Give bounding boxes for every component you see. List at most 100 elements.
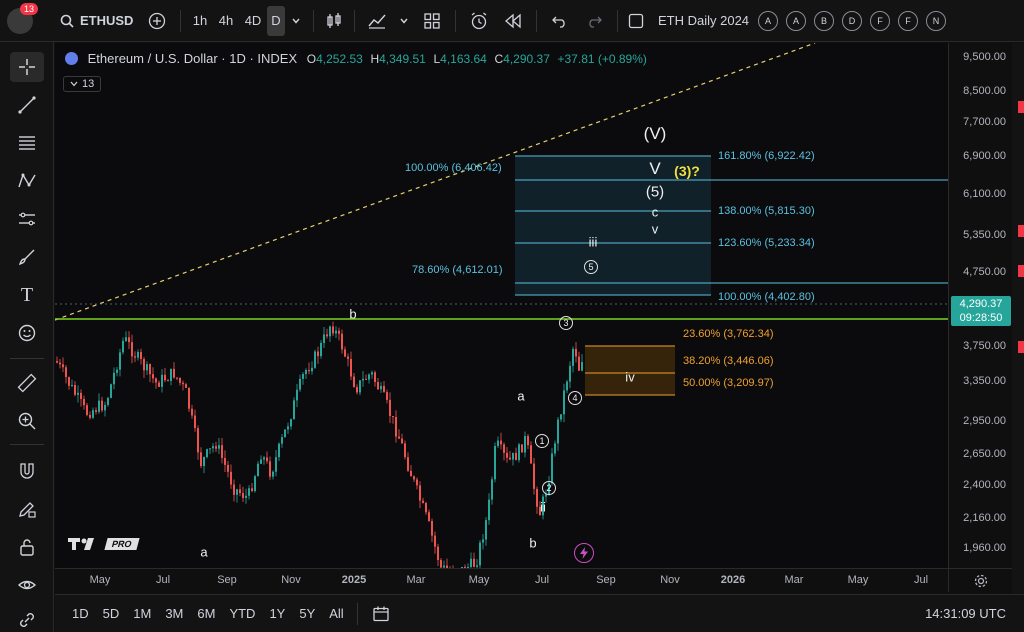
wave-label-v[interactable]: V (649, 159, 661, 178)
forecast-tool[interactable] (10, 204, 44, 234)
wave-circle-1[interactable]: 1 (535, 434, 549, 448)
avatar[interactable]: 13 (0, 0, 40, 42)
drawing-letter-n[interactable]: N (926, 10, 946, 31)
event-lightning-button[interactable] (574, 543, 594, 563)
candle-body (233, 484, 235, 495)
wave-label-iv[interactable]: iv (625, 369, 635, 385)
pattern-tool[interactable] (10, 166, 44, 196)
drawing-letter-b[interactable]: B (814, 10, 834, 31)
candle-body (335, 330, 337, 334)
go-to-date-button[interactable] (364, 605, 398, 623)
crosshair-tool[interactable] (10, 52, 44, 82)
candle-body (437, 546, 439, 561)
alert-marker[interactable] (1018, 341, 1024, 353)
price-tick: 3,750.00 (963, 340, 1006, 352)
drawing-letter-f-2[interactable]: F (898, 10, 918, 31)
interval-4d[interactable]: 4D (244, 13, 262, 28)
alert-marker[interactable] (1018, 265, 1024, 277)
measure-tool[interactable] (10, 368, 44, 398)
indicators-button[interactable] (361, 6, 393, 36)
utc-clock[interactable]: 14:31:09 UTC (925, 606, 1006, 621)
wave-circle-2[interactable]: 2 (542, 481, 556, 495)
brush-tool[interactable] (10, 242, 44, 272)
candle-body (251, 488, 253, 492)
wave-label-a-right[interactable]: a (517, 388, 525, 404)
range-1d[interactable]: 1D (72, 606, 89, 621)
drawing-letter-a[interactable]: A (758, 10, 778, 31)
symbol-search[interactable]: ETHUSD (40, 6, 140, 36)
fib-label-50: 50.00% (3,209.97) (683, 377, 774, 389)
range-5d[interactable]: 5D (102, 606, 120, 621)
interval-d[interactable]: D (267, 5, 285, 36)
candle-body (551, 453, 553, 484)
trend-line-tool[interactable] (10, 90, 44, 120)
indicators-dropdown[interactable] (393, 6, 415, 36)
fib-tool[interactable] (10, 128, 44, 158)
wave-circle-3[interactable]: 3 (559, 316, 573, 330)
replay-button[interactable] (496, 6, 530, 36)
interval-4h[interactable]: 4h (218, 13, 234, 28)
time-tick: Jul (534, 574, 550, 586)
layout-selector[interactable]: ETH Daily 2024 (624, 6, 754, 36)
wave-label-b-top[interactable]: b (349, 306, 357, 322)
drawing-letter-f[interactable]: F (870, 10, 890, 31)
alert-button[interactable] (462, 6, 496, 36)
lock-drawing-tool[interactable] (10, 494, 44, 524)
right-panel-strip (1012, 43, 1024, 594)
dotted-trendline[interactable] (55, 43, 816, 321)
emoji-tool[interactable] (10, 318, 44, 348)
indicators-collapse-button[interactable]: 13 (63, 76, 102, 92)
text-tool[interactable]: T (10, 280, 44, 310)
range-all[interactable]: All (329, 606, 344, 621)
fib-retracement-zone[interactable] (585, 346, 675, 395)
wave-label-b-bottom[interactable]: b (529, 535, 537, 551)
wave-circle-4[interactable]: 4 (568, 391, 582, 405)
alert-marker[interactable] (1018, 225, 1024, 237)
compare-symbol-button[interactable] (140, 6, 174, 36)
wave-label-three-question[interactable]: (3)? (674, 163, 700, 179)
time-axis[interactable]: May Jul Sep Nov 2025 Mar May Jul Sep Nov… (55, 568, 948, 592)
undo-button[interactable] (543, 6, 577, 36)
wave-label-small-v[interactable]: v (651, 221, 659, 237)
lock-all-tool[interactable] (10, 532, 44, 562)
drawing-letter-d[interactable]: D (842, 10, 862, 31)
zoom-tool[interactable] (10, 406, 44, 436)
alert-marker[interactable] (1018, 101, 1024, 113)
candle-body (365, 378, 367, 380)
range-ytd[interactable]: YTD (229, 606, 256, 621)
candle-body (527, 436, 529, 446)
interval-dropdown[interactable] (285, 6, 307, 36)
range-5y[interactable]: 5Y (299, 606, 316, 621)
drawing-letter-a-2[interactable]: A (786, 10, 806, 31)
fib-extension-zone[interactable] (515, 156, 711, 295)
wave-label-a-left[interactable]: a (200, 544, 208, 560)
wave-label-ii[interactable]: ii (540, 499, 546, 515)
price-axis[interactable]: 9,500.00 8,500.00 7,700.00 6,900.00 6,10… (948, 43, 1012, 568)
redo-button[interactable] (577, 6, 611, 36)
range-3m[interactable]: 3M (165, 606, 184, 621)
price-tick: 5,350.00 (963, 229, 1006, 241)
wave-label-big-v[interactable]: (V) (643, 124, 667, 143)
layouts-button[interactable] (415, 6, 449, 36)
magnet-tool[interactable] (10, 456, 44, 486)
wave-label-iii[interactable]: iii (588, 234, 598, 250)
axis-settings-button[interactable] (948, 568, 1012, 592)
hide-drawings-tool[interactable] (10, 570, 44, 600)
wave-label-five[interactable]: (5) (645, 183, 665, 201)
range-6m[interactable]: 6M (197, 606, 216, 621)
wave-label-c[interactable]: c (651, 204, 659, 220)
candle-body (173, 368, 175, 378)
candle-body (485, 520, 487, 540)
time-tick: Nov (281, 574, 301, 586)
legend-title[interactable]: Ethereum / U.S. Dollar · 1D · INDEX (87, 51, 298, 66)
range-1m[interactable]: 1M (133, 606, 152, 621)
candle-body (212, 446, 214, 449)
wave-circle-5[interactable]: 5 (584, 260, 598, 274)
candle-body (281, 437, 283, 444)
link-tool[interactable] (10, 608, 44, 632)
range-1y[interactable]: 1Y (269, 606, 286, 621)
chart-pane[interactable]: Ethereum / U.S. Dollar · 1D · INDEX O4,2… (55, 43, 948, 568)
chart-type-button[interactable] (320, 6, 348, 36)
interval-1h[interactable]: 1h (192, 13, 208, 28)
candle-body (464, 566, 466, 568)
